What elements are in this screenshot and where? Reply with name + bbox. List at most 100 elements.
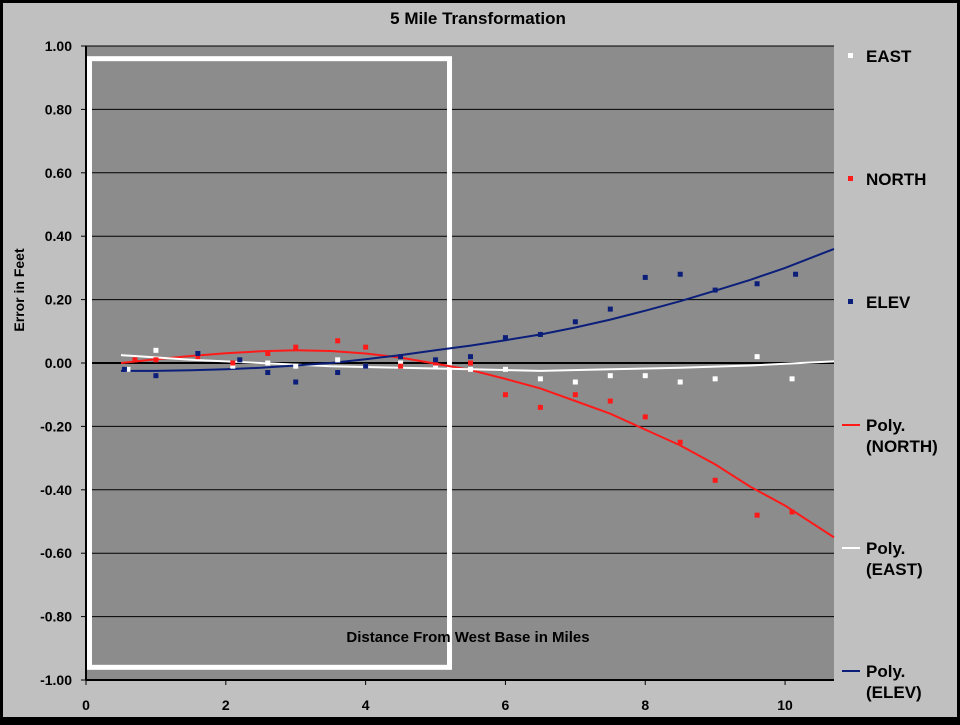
data-point-north (293, 344, 299, 350)
data-point-elev (572, 319, 578, 325)
legend-label: NORTH (866, 170, 926, 189)
data-point-north (335, 338, 341, 344)
data-point-north (502, 392, 508, 398)
data-point-elev (712, 287, 718, 293)
data-point-east (502, 366, 508, 372)
data-point-north (398, 363, 404, 369)
axes: 1.00 0.80 0.60 0.40 0.20 0.00 -0.20 -0.40 -0.60 -… (40, 38, 834, 713)
data-point-east (712, 376, 718, 382)
data-point-east (230, 363, 236, 369)
data-point-east (265, 360, 271, 366)
legend-item: Poly. (NORTH) (842, 416, 938, 456)
data-point-elev (293, 379, 299, 385)
data-point-north (677, 439, 683, 445)
data-point-north (265, 350, 271, 356)
legend-label: ELEV (866, 293, 911, 312)
highlight-box-layer (86, 56, 453, 670)
series-layer (120, 247, 835, 539)
legend-item: Poly. (EAST) (842, 539, 923, 579)
data-point-elev (121, 366, 127, 372)
legend-item: EAST (848, 47, 912, 66)
legend-label: Poly. (866, 416, 905, 435)
x-axis-label: Distance From West Base in Miles (346, 629, 589, 646)
data-point-east (572, 379, 578, 385)
legend-label: Poly. (866, 662, 905, 681)
legend-marker (848, 176, 853, 181)
x-tick-label: 8 (641, 697, 649, 713)
data-point-east (398, 360, 404, 366)
legend-item: Poly. (ELEV) (842, 662, 922, 702)
y-tick-label: 0.20 (45, 292, 72, 308)
data-point-north (712, 477, 718, 483)
x-tick-label: 10 (777, 697, 793, 713)
data-point-elev (433, 357, 439, 363)
data-point-north (230, 360, 236, 366)
data-point-east (433, 363, 439, 369)
series-elev (121, 271, 799, 385)
data-point-elev (153, 373, 159, 379)
legend-label: EAST (866, 47, 912, 66)
data-point-elev (195, 350, 201, 356)
data-point-north (754, 512, 760, 518)
data-point-north (363, 344, 369, 350)
series-north (132, 338, 795, 518)
data-point-elev (363, 363, 369, 369)
data-point-east (754, 354, 760, 360)
data-point-north (132, 357, 138, 363)
data-point-elev (502, 335, 508, 341)
data-point-elev (642, 274, 648, 280)
data-point-elev (793, 271, 799, 277)
data-point-elev (607, 306, 613, 312)
data-point-east (789, 376, 795, 382)
data-point-east (293, 363, 299, 369)
data-point-elev (398, 354, 404, 360)
y-tick-label: -0.40 (40, 482, 72, 498)
data-point-north (789, 509, 795, 515)
data-point-north (195, 354, 201, 360)
x-tick-label: 6 (502, 697, 510, 713)
data-point-north (537, 404, 543, 410)
y-tick-label: -1.00 (40, 672, 72, 688)
data-point-north (642, 414, 648, 420)
trendline-poly-elev (121, 247, 835, 372)
data-point-east (125, 366, 131, 372)
data-point-north (572, 392, 578, 398)
legend-label: (NORTH) (866, 437, 938, 456)
data-point-north (153, 357, 159, 363)
y-tick-label: -0.80 (40, 609, 72, 625)
chart-title: 5 Mile Transformation (390, 9, 566, 28)
legend-label: Poly. (866, 539, 905, 558)
data-point-east (607, 373, 613, 379)
data-point-elev (754, 281, 760, 287)
data-point-elev (677, 271, 683, 277)
legend-label: (ELEV) (866, 683, 922, 702)
y-tick-label: 0.00 (45, 355, 72, 371)
legend-marker (848, 299, 853, 304)
legend-item: ELEV (848, 293, 911, 312)
y-tick-label: -0.60 (40, 545, 72, 561)
highlight-box (86, 56, 453, 670)
y-tick-label: 1.00 (45, 38, 72, 54)
data-point-elev (467, 354, 473, 360)
data-point-elev (237, 357, 243, 363)
data-point-east (677, 379, 683, 385)
data-point-east (642, 373, 648, 379)
x-tick-label: 2 (222, 697, 230, 713)
data-point-elev (537, 331, 543, 337)
data-point-elev (265, 370, 271, 376)
y-tick-label: 0.60 (45, 165, 72, 181)
data-point-east (335, 357, 341, 363)
y-tick-label: 0.80 (45, 101, 72, 117)
x-tick-label: 0 (82, 697, 90, 713)
legend: EASTNORTHELEVPoly.(NORTH)Poly.(EAST)Poly… (842, 47, 938, 702)
data-point-north (607, 398, 613, 404)
y-tick-label: -0.20 (40, 418, 72, 434)
y-tick-label: 0.40 (45, 228, 72, 244)
data-point-north (433, 360, 439, 366)
legend-item: NORTH (848, 170, 926, 189)
data-point-east (467, 366, 473, 372)
data-point-east (153, 347, 159, 353)
data-point-north (467, 360, 473, 366)
